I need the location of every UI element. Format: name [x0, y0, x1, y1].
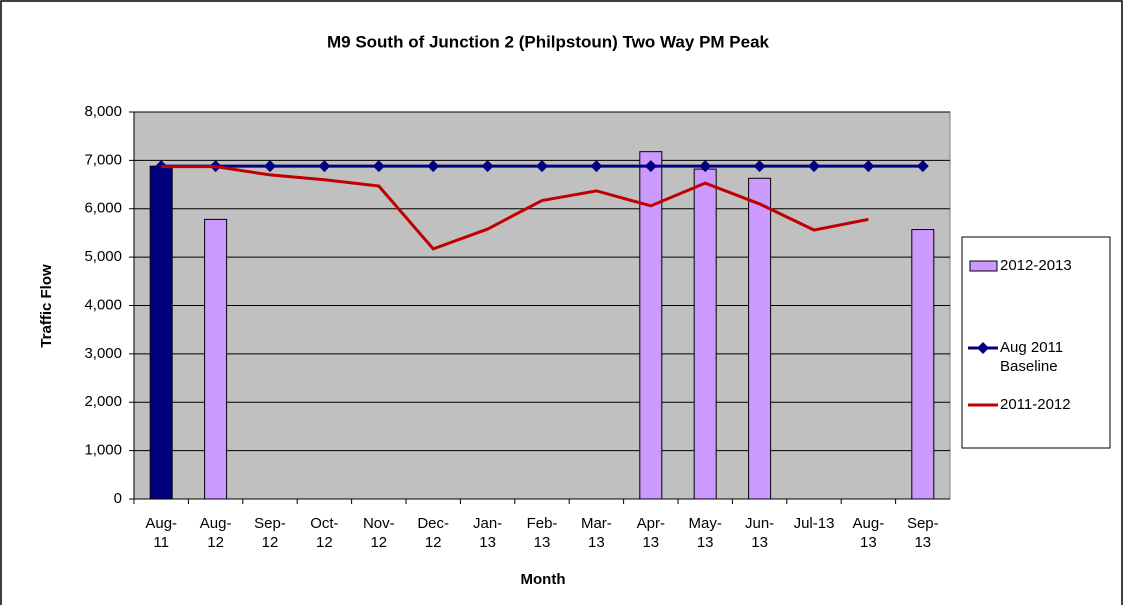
legend-label: 2012-2013 [1000, 257, 1072, 274]
marker [644, 160, 657, 173]
x-tick-label: Aug-12 [199, 515, 232, 551]
legend-marker [977, 342, 989, 354]
y-tick-label: 0 [114, 490, 122, 507]
y-tick-label: 5,000 [84, 248, 122, 265]
marker [862, 160, 875, 173]
marker [427, 160, 440, 173]
chart-title: M9 South of Junction 2 (Philpstoun) Two … [327, 32, 770, 51]
legend-label: Aug 2011 Baseline [1000, 339, 1064, 375]
bar [693, 168, 717, 500]
x-tick-label: Sep-12 [254, 515, 286, 551]
bar [911, 229, 935, 500]
marker [753, 160, 766, 173]
line [161, 165, 869, 251]
legend-box [961, 236, 1111, 449]
x-tick-label: Aug-11 [145, 515, 178, 551]
marker [536, 160, 548, 173]
y-tick-label: 2,000 [84, 393, 122, 410]
x-tick-label: Mar-13 [580, 515, 612, 551]
y-tick-label: 7,000 [84, 151, 122, 168]
y-tick-label: 1,000 [84, 442, 122, 459]
x-tick-label: Jun-13 [745, 515, 775, 551]
y-tick-label: 8,000 [84, 103, 122, 120]
marker [318, 160, 331, 173]
x-tick-label: Nov-12 [362, 515, 395, 551]
x-tick-label: Apr-13 [636, 515, 665, 551]
y-tick-label: 4,000 [84, 296, 122, 313]
legend-label: 2011-2012 [1000, 396, 1071, 413]
x-tick-label: Dec-12 [417, 515, 450, 551]
x-axis-title: Month [521, 571, 566, 588]
marker [699, 160, 712, 173]
marker [916, 160, 929, 173]
x-tick-label: May-13 [688, 515, 722, 551]
x-tick-label: Aug-13 [852, 515, 885, 551]
legend-swatch [969, 260, 998, 272]
x-tick-label: Jan-13 [473, 515, 503, 551]
bar [149, 165, 173, 500]
marker [372, 160, 385, 173]
y-axis-title: Traffic Flow [38, 264, 55, 348]
marker [808, 160, 820, 173]
marker [481, 160, 494, 173]
y-tick-label: 3,000 [84, 345, 122, 362]
bar [639, 151, 663, 500]
marker [264, 160, 276, 173]
bar [748, 177, 772, 500]
y-tick-label: 6,000 [84, 200, 122, 217]
bar [204, 218, 228, 500]
marker [590, 160, 603, 173]
x-tick-label: Feb-13 [526, 515, 558, 551]
x-tick-label: Sep-13 [906, 515, 939, 551]
x-tick-label: Jul-13 [793, 515, 835, 532]
x-tick-label: Oct-12 [310, 515, 339, 551]
